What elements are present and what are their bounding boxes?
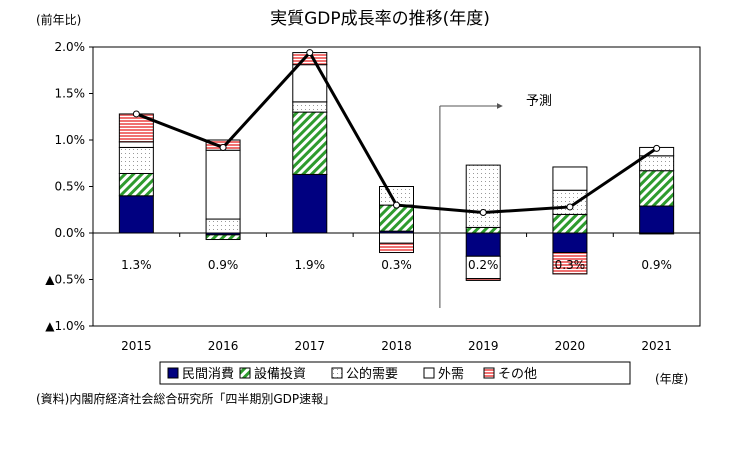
legend-swatch [423,367,435,379]
y-axis-label: (前年比) [36,12,81,27]
bar-segment [552,166,588,191]
x-tick-label: 2018 [381,339,412,353]
bar-segment [552,189,588,215]
bar-segment [118,141,154,148]
data-label: 1.3% [121,258,152,272]
data-label: 0.3% [555,258,586,272]
data-label: 0.2% [468,258,499,272]
bar-segment [465,226,501,234]
line-point [653,144,661,152]
bar-segment [205,149,241,220]
x-tick-label: 2015 [121,339,152,353]
y-tick-label: 0.5% [55,180,86,194]
legend-swatch [167,367,179,379]
bar-segment [118,172,154,197]
y-tick-label: 2.0% [55,40,86,54]
line-point [306,49,314,57]
legend-swatch [331,367,343,379]
bar-segment [552,213,588,234]
line-point [219,143,227,151]
bar-segment [118,146,154,174]
x-tick-label: 2017 [295,339,326,353]
bar-segment [292,101,328,113]
bar-segment [465,164,501,228]
bar-segment [465,278,501,281]
legend-swatch [239,367,251,379]
data-label: 0.9% [208,258,239,272]
x-axis-unit: (年度) [655,371,688,386]
x-tick-label: 2020 [555,339,586,353]
x-tick-label: 2019 [468,339,499,353]
bar-segment [292,64,328,103]
bar-segment [379,242,414,254]
source-note: (資料)内閣府経済社会総合研究所「四半期別GDP速報」 [36,391,335,406]
line-point [132,110,140,118]
bar-segment [639,170,675,207]
y-tick-label: 0.0% [55,226,86,240]
x-tick-label: 2016 [208,339,239,353]
bar-segment [118,113,154,143]
legend-label: 外需 [438,367,464,382]
legend-label: 公的需要 [346,366,398,382]
x-tick-label: 2021 [641,339,672,353]
legend-label: 設備投資 [254,366,306,382]
data-label: 0.3% [381,258,412,272]
forecast-label: 予測 [526,94,552,109]
legend-swatch [483,367,495,379]
bar-segment [465,232,501,257]
y-tick-label: 1.5% [55,87,86,101]
y-tick-label: ▲0.5% [45,273,85,287]
y-tick-label: 1.0% [55,133,86,147]
bar-segment [552,252,588,275]
bar-segment [552,232,588,254]
bar-segment [379,204,414,232]
bar-segment [379,232,414,244]
bar-segment [205,234,241,241]
line-point [479,209,487,217]
legend-label: 民間消費 [182,367,234,382]
data-label: 0.9% [641,258,672,272]
line-point [566,203,574,211]
data-label: 1.9% [295,258,326,272]
bar-segment [639,205,675,234]
bar-segment [118,195,154,234]
legend-label: その他 [498,367,537,382]
bar-segment [205,218,241,234]
legend-box [159,361,631,385]
line-point [393,201,400,209]
bar-segment [292,111,328,175]
chart-title: 実質GDP成長率の推移(年度) [270,9,490,29]
bar-segment [292,173,328,234]
y-tick-label: ▲1.0% [45,319,85,333]
legend: 民間消費 設備投資 公的需要 外需 その他 [159,361,631,385]
